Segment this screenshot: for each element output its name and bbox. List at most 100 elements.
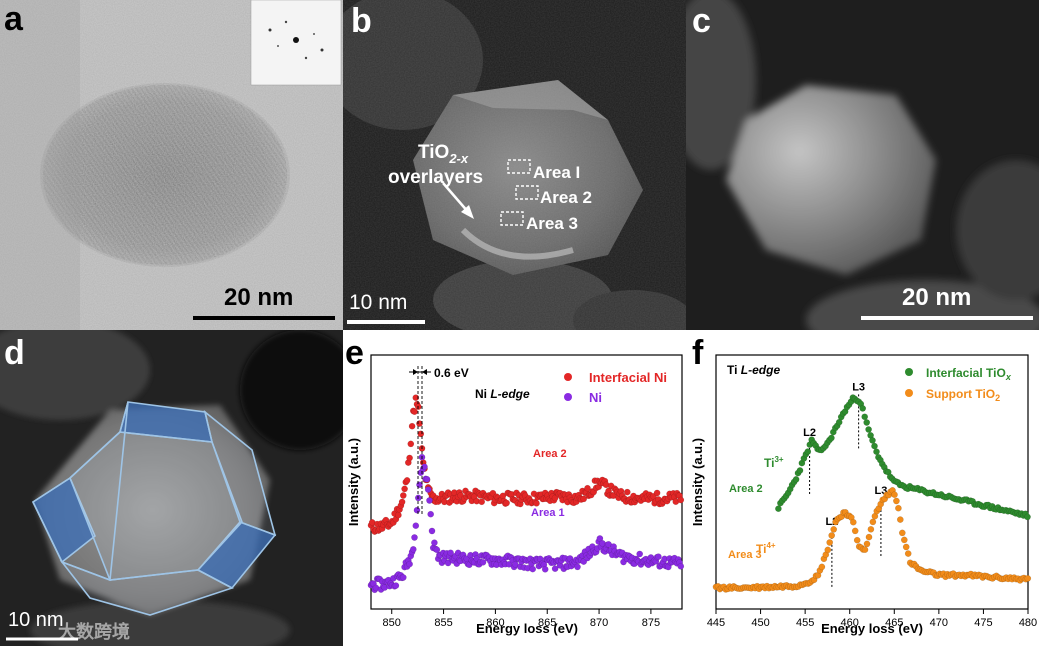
data-point bbox=[904, 550, 912, 557]
data-point bbox=[655, 553, 662, 560]
data-point bbox=[796, 467, 804, 474]
panel-b-haadf-image: TiO2-x overlayers Area I Area 2 Area 3 b… bbox=[343, 0, 686, 330]
legend-label-interfacial-ni: Interfacial Ni bbox=[589, 370, 667, 385]
data-point bbox=[851, 527, 859, 535]
data-point bbox=[444, 559, 452, 567]
panel-label-a: a bbox=[4, 0, 23, 38]
legend-label-ni: Ni bbox=[589, 390, 602, 405]
data-point bbox=[392, 582, 400, 589]
data-point bbox=[871, 442, 878, 450]
panel-c-haadf-image: c 20 nm bbox=[686, 0, 1039, 330]
legend-marker-support-tio2 bbox=[905, 389, 913, 397]
data-point bbox=[407, 440, 415, 448]
data-point bbox=[417, 430, 425, 438]
data-point bbox=[828, 532, 835, 539]
area-label-2: Area 2 bbox=[540, 188, 592, 207]
legend-marker-interfacial-ni bbox=[564, 373, 572, 381]
legend-label-interfacial-tiox: Interfacial TiOx bbox=[926, 366, 1012, 382]
data-point bbox=[896, 516, 904, 523]
panel-label-e: e bbox=[345, 334, 364, 372]
nanoparticle bbox=[726, 85, 936, 275]
data-point bbox=[423, 475, 431, 483]
x-tick-label: 480 bbox=[1019, 617, 1037, 629]
data-point bbox=[433, 546, 441, 554]
data-point bbox=[533, 499, 540, 507]
data-point bbox=[902, 543, 910, 551]
data-point bbox=[503, 499, 510, 507]
x-axis-label-e: Energy loss (eV) bbox=[476, 621, 578, 636]
hrtem-micrograph bbox=[0, 0, 343, 330]
data-point bbox=[804, 448, 812, 455]
x-tick-label: 450 bbox=[751, 617, 769, 629]
edge-marker-label: L3 bbox=[852, 381, 865, 393]
data-point bbox=[865, 533, 873, 541]
data-point bbox=[861, 413, 868, 421]
edge-marker-label: L2 bbox=[803, 427, 816, 439]
data-point bbox=[824, 546, 832, 554]
overlayer-label: TiO2-x bbox=[418, 142, 469, 166]
data-point bbox=[478, 498, 485, 506]
data-point bbox=[893, 497, 900, 505]
data-point bbox=[775, 505, 782, 512]
data-point bbox=[895, 504, 902, 512]
data-point bbox=[869, 437, 876, 444]
x-tick-label: 465 bbox=[885, 617, 903, 629]
data-point bbox=[411, 534, 418, 541]
data-point bbox=[830, 526, 837, 533]
overlayer-arrow bbox=[442, 182, 470, 214]
x-tick-label: 870 bbox=[590, 617, 608, 629]
data-point bbox=[849, 518, 857, 526]
series-interfacial-ni bbox=[367, 394, 685, 535]
truncated-octahedron-model bbox=[31, 401, 277, 616]
data-point bbox=[792, 476, 800, 483]
data-point bbox=[584, 484, 591, 492]
data-point bbox=[447, 549, 454, 557]
shift-annotation bbox=[409, 366, 431, 516]
data-point bbox=[541, 565, 549, 573]
area-label-f-3: Area 3 bbox=[728, 549, 762, 561]
scale-bar-label-b: 10 nm bbox=[349, 291, 408, 314]
area-label-e-1: Area 1 bbox=[531, 507, 565, 519]
x-tick-label: 470 bbox=[930, 617, 948, 629]
data-point bbox=[574, 563, 581, 571]
panel-label-c: c bbox=[692, 2, 711, 40]
panel-label-f: f bbox=[692, 334, 704, 372]
data-point bbox=[898, 529, 906, 537]
data-point bbox=[431, 539, 438, 546]
panel-label-d: d bbox=[4, 334, 25, 372]
panel-label-b: b bbox=[351, 2, 372, 40]
data-point bbox=[636, 550, 644, 558]
x-tick-label: 475 bbox=[974, 617, 992, 629]
data-point bbox=[861, 546, 869, 553]
area-label-1: Area I bbox=[533, 163, 580, 182]
scale-bar-label-d: 10 nm bbox=[8, 609, 64, 631]
data-point bbox=[677, 562, 685, 570]
data-point bbox=[400, 574, 407, 581]
data-point bbox=[865, 426, 872, 433]
area-boxes bbox=[500, 159, 539, 226]
chart-e: 850 855 860 865 870 875 0.6 eV Ni L-edge Inte… bbox=[346, 354, 685, 636]
data-point bbox=[1024, 575, 1032, 582]
panel-d-model-overlay: d 10 nm 大数跨境 bbox=[0, 330, 343, 646]
x-ticks-f: 445 450 455 460 465 470 475 480 bbox=[707, 609, 1037, 629]
data-point bbox=[529, 565, 536, 573]
legend-marker-ni bbox=[564, 393, 572, 401]
data-point bbox=[900, 536, 908, 544]
panel-f-ti-eels-chart: 445 450 455 460 465 470 475 480 L2 L3 L2 L3 Ti L-e… bbox=[686, 330, 1039, 646]
x-tick-label: 865 bbox=[538, 617, 556, 629]
panel-a-hrtem-image: a 20 nm bbox=[0, 0, 343, 330]
chart-title-e: Ni L-edge bbox=[475, 387, 530, 401]
x-tick-label: 875 bbox=[642, 617, 660, 629]
shift-label: 0.6 eV bbox=[434, 366, 469, 380]
series-e bbox=[367, 394, 685, 594]
x-tick-label: 460 bbox=[841, 617, 859, 629]
series-support-tio2 bbox=[712, 487, 1032, 593]
data-point bbox=[826, 539, 833, 546]
x-tick-label: 850 bbox=[383, 617, 401, 629]
data-point bbox=[863, 540, 871, 548]
data-point bbox=[873, 448, 880, 455]
x-tick-label: 860 bbox=[486, 617, 504, 629]
x-tick-label: 455 bbox=[796, 617, 814, 629]
x-tick-label: 855 bbox=[434, 617, 452, 629]
